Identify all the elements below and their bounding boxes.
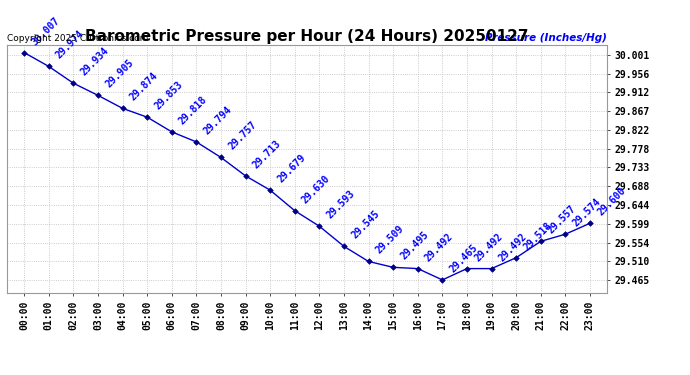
Point [92, 92, 104, 98]
Point [166, 129, 177, 135]
Point [43, 63, 55, 69]
Text: 29.492: 29.492 [497, 231, 529, 263]
Text: 29.934: 29.934 [79, 46, 111, 78]
Text: 29.518: 29.518 [522, 220, 553, 252]
Text: 30.007: 30.007 [30, 15, 61, 47]
Title: Barometric Pressure per Hour (24 Hours) 20250127: Barometric Pressure per Hour (24 Hours) … [86, 29, 529, 44]
Point [535, 238, 546, 244]
Point [191, 139, 202, 145]
Point [117, 105, 128, 111]
Text: 29.492: 29.492 [424, 231, 455, 263]
Point [437, 277, 448, 283]
Text: 29.545: 29.545 [350, 209, 382, 241]
Point [486, 266, 497, 272]
Point [141, 114, 152, 120]
Text: 29.465: 29.465 [448, 242, 480, 274]
Point [19, 50, 30, 55]
Point [584, 220, 595, 226]
Text: 29.630: 29.630 [300, 173, 333, 205]
Text: 29.574: 29.574 [571, 196, 603, 229]
Point [511, 255, 522, 261]
Text: 29.713: 29.713 [251, 138, 283, 170]
Point [560, 231, 571, 237]
Text: Pressure (Inches/Hg): Pressure (Inches/Hg) [485, 33, 607, 42]
Point [265, 187, 276, 193]
Point [462, 266, 473, 272]
Point [388, 264, 399, 270]
Text: 29.794: 29.794 [202, 104, 234, 136]
Text: 29.818: 29.818 [177, 94, 209, 126]
Point [289, 208, 300, 214]
Text: Copyright 2025 Curtronics.com: Copyright 2025 Curtronics.com [7, 33, 148, 42]
Point [240, 173, 251, 179]
Text: 29.853: 29.853 [152, 80, 185, 112]
Point [412, 266, 423, 272]
Text: 29.557: 29.557 [546, 204, 578, 236]
Point [363, 258, 374, 264]
Text: 29.679: 29.679 [276, 153, 308, 184]
Text: 29.757: 29.757 [226, 120, 259, 152]
Text: 29.492: 29.492 [473, 231, 504, 263]
Point [68, 80, 79, 86]
Text: 29.509: 29.509 [374, 224, 406, 256]
Text: 29.495: 29.495 [399, 230, 431, 262]
Text: 29.600: 29.600 [595, 186, 627, 218]
Point [215, 154, 226, 160]
Text: 29.905: 29.905 [104, 58, 135, 90]
Text: 29.974: 29.974 [55, 29, 86, 61]
Text: 29.593: 29.593 [325, 189, 357, 220]
Point [314, 223, 325, 229]
Point [338, 243, 349, 249]
Text: 29.874: 29.874 [128, 71, 160, 103]
